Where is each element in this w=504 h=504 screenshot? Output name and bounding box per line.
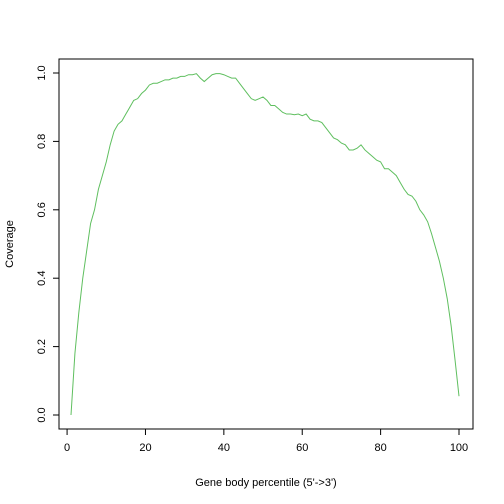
x-axis-title: Gene body percentile (5'->3')	[195, 477, 336, 489]
x-tick-label: 0	[64, 442, 70, 454]
y-axis-title: Coverage	[4, 220, 16, 268]
y-tick-label: 0.6	[36, 202, 48, 217]
y-tick-label: 0.2	[36, 339, 48, 354]
y-tick-label: 0.8	[36, 134, 48, 149]
coverage-line	[70, 73, 460, 416]
x-tick-label: 20	[139, 442, 151, 454]
y-tick-label: 0.4	[36, 271, 48, 286]
y-tick-label: 0.0	[36, 407, 48, 422]
x-tick-label: 80	[374, 442, 386, 454]
x-tick-label: 60	[296, 442, 308, 454]
y-tick-label: 1.0	[36, 65, 48, 80]
x-tick-label: 100	[450, 442, 468, 454]
x-axis: 0 20 40 60 80 100	[64, 428, 468, 454]
y-axis: 0.0 0.2 0.4 0.6 0.8 1.0	[36, 65, 60, 423]
x-tick-label: 40	[218, 442, 230, 454]
